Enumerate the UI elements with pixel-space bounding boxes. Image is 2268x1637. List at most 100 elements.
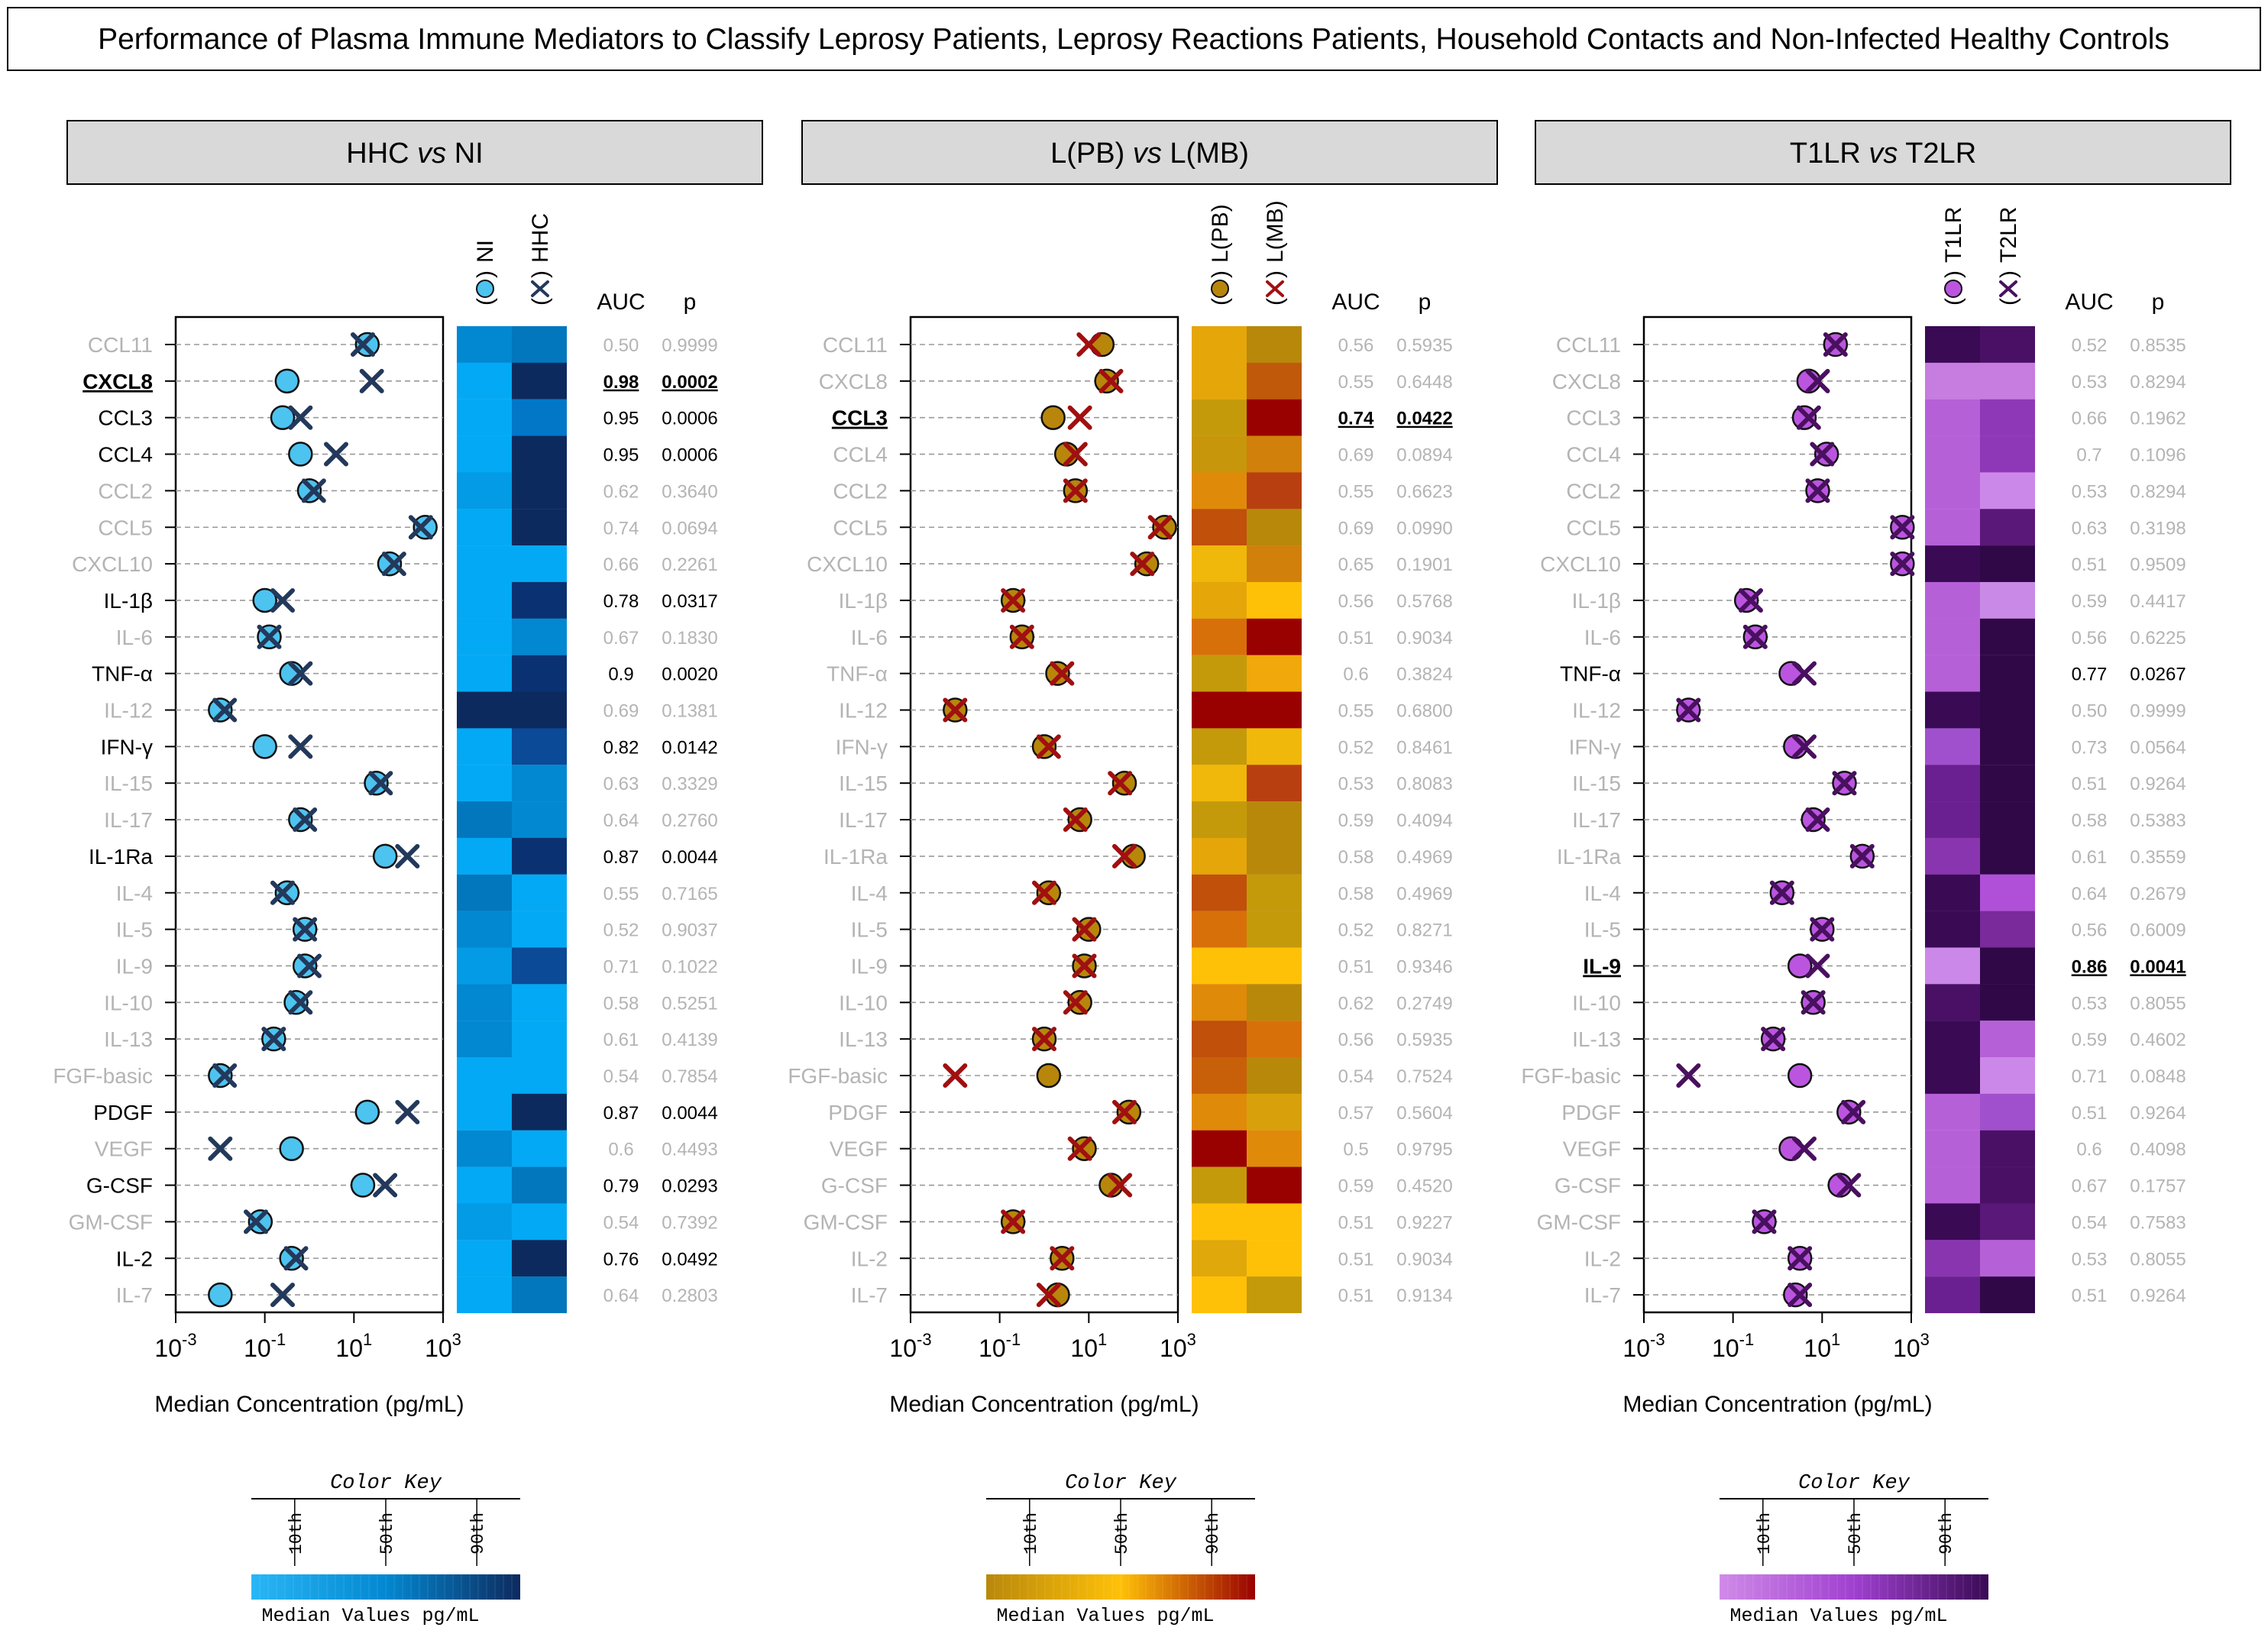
auc-value: 0.51 bbox=[1338, 1286, 1374, 1306]
marker-L(MB) bbox=[1072, 953, 1097, 979]
cytokine-label: CCL11 bbox=[823, 333, 888, 357]
legend-cross-icon bbox=[531, 280, 549, 297]
heatmap-cell-T1LR bbox=[1925, 1021, 1980, 1058]
heatmap-cell-HHC bbox=[512, 947, 567, 985]
auc-value: 0.59 bbox=[1338, 1176, 1374, 1197]
marker-T2LR bbox=[1849, 843, 1875, 869]
p-value: 0.1757 bbox=[2130, 1176, 2185, 1197]
marker-T2LR bbox=[1805, 953, 1830, 979]
vs-label: vs bbox=[417, 137, 446, 170]
legend-circle-icon bbox=[476, 280, 494, 298]
legend-cross-icon bbox=[1266, 280, 1284, 297]
marker-L(PB) bbox=[1152, 515, 1177, 540]
cytokine-label: FGF-basic bbox=[788, 1064, 888, 1088]
heatmap-cell-L(PB) bbox=[1192, 1240, 1247, 1277]
svg-text:(: ( bbox=[1263, 298, 1288, 306]
heatmap-cell-NI bbox=[457, 618, 512, 655]
p-value: 0.1830 bbox=[662, 628, 717, 649]
auc-value: 0.55 bbox=[1338, 481, 1374, 502]
vs-label: vs bbox=[1868, 137, 1898, 170]
cytokine-label: FGF-basic bbox=[1521, 1064, 1621, 1088]
auc-value: 0.9 bbox=[608, 665, 633, 685]
legend-circle-icon bbox=[1211, 280, 1229, 298]
marker-HHC bbox=[395, 1099, 420, 1124]
cytokine-label: IL-7 bbox=[1584, 1283, 1621, 1307]
panel-2: L(PB) vs L(MB) CCL11 0.56 0.5935 CXCL8 0.55 0.… bbox=[788, 120, 1498, 1627]
cytokine-label: IL-15 bbox=[1572, 772, 1621, 795]
heatmap-cell-L(MB) bbox=[1247, 545, 1302, 583]
marker-L(MB) bbox=[1050, 1246, 1075, 1271]
p-value: 0.3559 bbox=[2130, 847, 2185, 868]
heatmap-cell-HHC bbox=[512, 655, 567, 692]
heatmap-cell-L(PB) bbox=[1192, 984, 1247, 1021]
marker-T2LR bbox=[1796, 405, 1821, 430]
heatmap-cell-L(PB) bbox=[1192, 399, 1247, 436]
marker-T2LR bbox=[1823, 332, 1848, 357]
auc-value: 0.55 bbox=[1338, 372, 1374, 393]
p-value: 0.0492 bbox=[662, 1249, 717, 1270]
heatmap-cell-NI bbox=[457, 1166, 512, 1204]
color-key-gradient bbox=[1720, 1574, 1988, 1600]
x-tick-label: 101 bbox=[335, 1330, 372, 1362]
auc-value: 0.98 bbox=[603, 372, 639, 393]
figure-title: Performance of Plasma Immune Mediators t… bbox=[98, 23, 2169, 56]
panel-3: T1LR vs T2LR CCL11 0.52 0.8535 CXCL8 0.53 0.82… bbox=[1521, 120, 2231, 1627]
auc-value: 0.56 bbox=[2072, 920, 2108, 941]
auc-value: 0.61 bbox=[2072, 847, 2108, 868]
p-value: 0.6009 bbox=[2130, 920, 2185, 941]
auc-value: 0.59 bbox=[1338, 810, 1374, 831]
marker-L(PB) bbox=[1116, 1099, 1142, 1125]
p-value: 0.7524 bbox=[1396, 1066, 1452, 1087]
auc-value: 0.86 bbox=[2072, 956, 2108, 977]
marker-L(MB) bbox=[1009, 624, 1034, 649]
p-value: 0.9034 bbox=[1396, 628, 1452, 649]
p-value: 0.2679 bbox=[2130, 884, 2185, 904]
cytokine-label: CCL4 bbox=[833, 443, 888, 467]
heatmap-cell-NI bbox=[457, 874, 512, 911]
color-key-label: Median Values pg/mL bbox=[996, 1605, 1214, 1627]
svg-text:(: ( bbox=[473, 298, 498, 306]
heatmap-cell-L(MB) bbox=[1247, 581, 1302, 619]
marker-L(PB) bbox=[1111, 770, 1137, 796]
x-tick-label: 10-1 bbox=[979, 1330, 1021, 1362]
auc-value: 0.50 bbox=[2072, 701, 2108, 722]
heatmap-cell-L(MB) bbox=[1247, 691, 1302, 729]
cytokine-label: TNF-α bbox=[92, 662, 153, 686]
marker-NI bbox=[288, 442, 313, 467]
heatmap-cell-NI bbox=[457, 984, 512, 1021]
svg-text:(: ( bbox=[1941, 298, 1966, 306]
cytokine-label: CCL5 bbox=[98, 516, 153, 539]
auc-value: 0.51 bbox=[2072, 555, 2108, 575]
auc-value: 0.53 bbox=[2072, 481, 2108, 502]
p-value: 0.5604 bbox=[1396, 1103, 1452, 1124]
heatmap-cell-NI bbox=[457, 509, 512, 546]
color-key-percentile: 50th bbox=[377, 1512, 397, 1555]
x-tick-label: 10-3 bbox=[1623, 1330, 1665, 1362]
cytokine-label: CXCL8 bbox=[83, 370, 153, 393]
heatmap-cell-HHC bbox=[512, 472, 567, 510]
heatmap-cell-T2LR bbox=[1980, 1166, 2035, 1204]
heatmap-cell-HHC bbox=[512, 581, 567, 619]
plot-frame bbox=[174, 315, 445, 1314]
p-value: 0.9346 bbox=[1396, 956, 1452, 977]
auc-value: 0.53 bbox=[2072, 1249, 2108, 1270]
heatmap-cell-L(MB) bbox=[1247, 1203, 1302, 1241]
cytokine-label: IL-4 bbox=[851, 882, 888, 905]
marker-NI bbox=[248, 1209, 273, 1234]
heatmap-cell-L(MB) bbox=[1247, 911, 1302, 948]
auc-value: 0.6 bbox=[2076, 1140, 2101, 1160]
heatmap-cell-T2LR bbox=[1980, 1093, 2035, 1131]
heatmap-cell-L(PB) bbox=[1192, 874, 1247, 911]
heatmap-cell-T2LR bbox=[1980, 728, 2035, 765]
p-value: 0.2749 bbox=[1396, 993, 1452, 1014]
heatmap-cell-T2LR bbox=[1980, 874, 2035, 911]
cytokine-label: IL-6 bbox=[116, 626, 153, 649]
cytokine-label: IL-12 bbox=[1572, 699, 1621, 723]
heatmap-cell-NI bbox=[457, 1093, 512, 1131]
auc-value: 0.51 bbox=[2072, 774, 2108, 794]
p-value: 0.0848 bbox=[2130, 1066, 2185, 1087]
auc-header: AUC bbox=[1331, 290, 1380, 315]
heatmap-cell-HHC bbox=[512, 362, 567, 400]
heatmap-cell-T1LR bbox=[1925, 362, 1980, 400]
p-value: 0.6225 bbox=[2130, 628, 2185, 649]
